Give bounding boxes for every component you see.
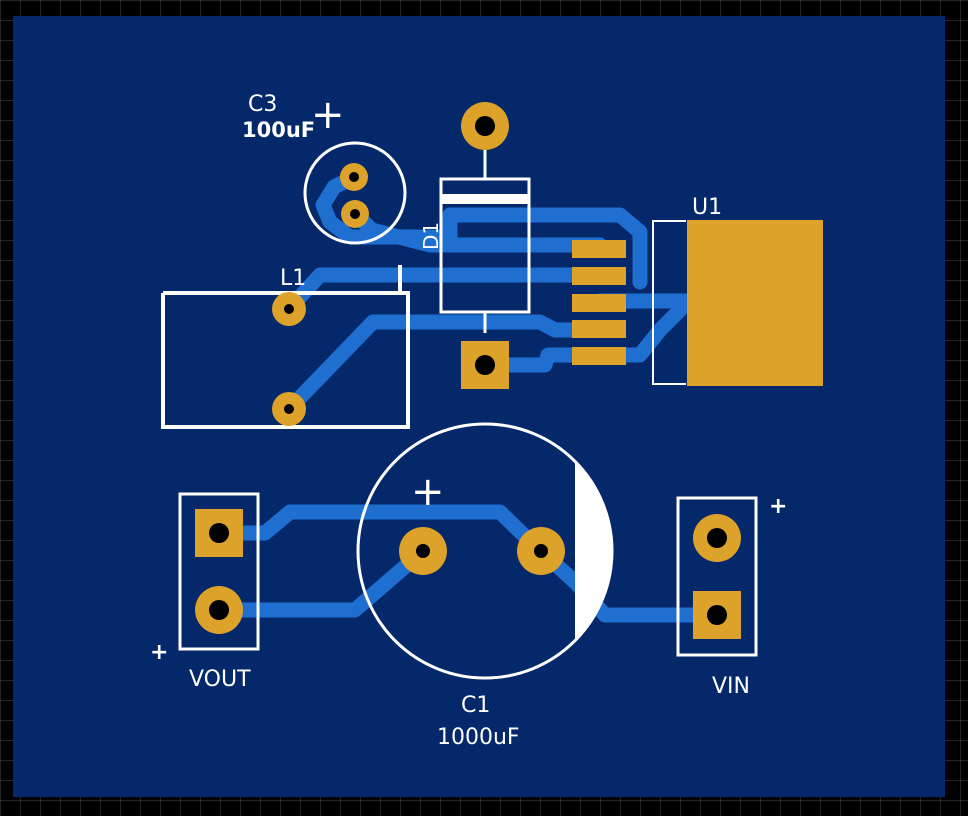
u1-outline xyxy=(652,220,686,385)
vin-ref-label: VIN xyxy=(712,674,750,699)
c3-ref-label: C3 xyxy=(248,92,277,117)
c3-value-label: 100uF xyxy=(242,118,315,142)
trace-l1-to-pin4[interactable] xyxy=(281,314,606,417)
l1-inductor[interactable] xyxy=(161,265,410,429)
vin-outline xyxy=(676,496,758,657)
c3-outline xyxy=(303,141,407,245)
trace-vout2-to-c1[interactable] xyxy=(211,543,431,618)
vout-outline xyxy=(178,492,260,651)
u1-pin2-pad[interactable] xyxy=(572,267,626,285)
c1-polarity-mark: + xyxy=(411,469,445,515)
l1-ref-label: L1 xyxy=(280,266,306,291)
vin-polarity-mark: + xyxy=(769,494,787,519)
u1-ref-label: U1 xyxy=(692,195,722,220)
vout-polarity-mark: + xyxy=(150,640,168,665)
c3-polarity-mark: + xyxy=(311,92,345,138)
c3-capacitor[interactable] xyxy=(303,141,407,245)
c1-outline xyxy=(356,422,614,680)
u1-tab-pad[interactable] xyxy=(687,220,823,386)
vout-connector[interactable] xyxy=(178,492,260,651)
c1-value-label: 1000uF xyxy=(437,725,520,750)
vout-ref-label: VOUT xyxy=(189,667,251,692)
vin-connector[interactable] xyxy=(676,496,758,657)
u1-pin1-pad[interactable] xyxy=(572,240,626,258)
trace-vout1-to-c1[interactable] xyxy=(211,504,548,559)
d1-diode[interactable] xyxy=(439,102,531,389)
d1-cathode-band xyxy=(441,194,529,204)
l1-outline xyxy=(161,265,410,429)
d1-ref-label: D1 xyxy=(419,222,443,250)
copper-traces xyxy=(211,169,725,623)
u1-pin3-pad[interactable] xyxy=(572,294,626,312)
u1-pin4-pad[interactable] xyxy=(572,320,626,338)
u1-regulator[interactable] xyxy=(572,220,823,386)
u1-pin5-pad[interactable] xyxy=(572,347,626,365)
d1-body-outline xyxy=(439,177,531,314)
c1-ref-label: C1 xyxy=(461,693,490,718)
